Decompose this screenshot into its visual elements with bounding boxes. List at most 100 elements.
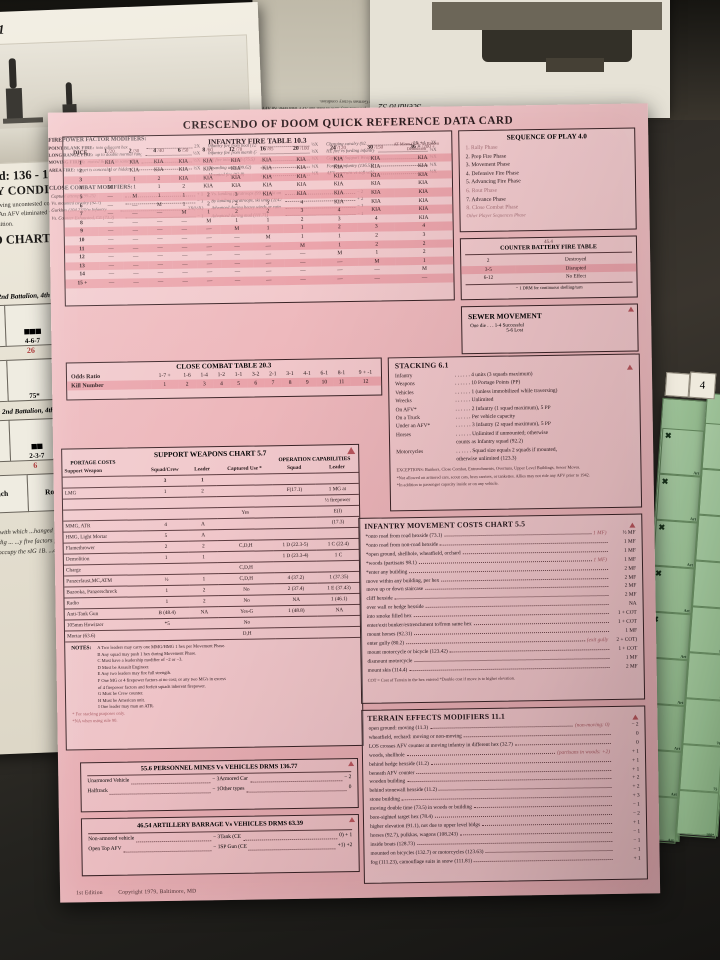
odds-cell: 3-2 [251,370,260,378]
column-header: Squad/Crew [141,464,188,476]
leader-cost: NA [189,606,219,619]
captured-use [217,495,274,508]
result-cell: — [206,226,212,233]
result-cell: — [337,276,343,283]
leader-capability [317,560,361,573]
squad-crew-cost: 2 [143,541,190,553]
counter-label: 76 [716,740,720,746]
stacking-rows: Infantry. . . . . . 4 units (3 squads ma… [389,369,640,465]
column-header: 16 /85 [260,146,274,153]
leader-cost [190,617,220,630]
result-cell: — [182,269,188,276]
leader-capability [318,626,362,639]
result-cell: — [157,261,164,268]
leader-capability: E(I) [316,505,360,518]
result-cell: — [157,244,163,251]
infantry-movement-costs-chart: INFANTRY MOVEMENT COSTS CHART 5.5 *onto … [358,513,646,704]
terrain-effects-modifiers: TERRAIN EFFECTS MODIFIERS 11.1 open grou… [361,705,648,884]
entry-note: (partisans in woods: +2) [557,748,610,756]
captured-use: Yes [217,506,274,519]
result-cell: — [132,253,139,260]
result-cell: — [107,202,114,209]
result-cell: M [107,185,113,192]
result-cell: — [108,271,115,278]
squad-capability: NA [274,594,318,606]
value-pair: Halftrack − 1 [87,784,220,796]
bunker-photo [432,0,662,102]
artillery-counter: 75 [679,744,720,793]
squad-capability [272,495,317,507]
plane-icon: ✖ [661,476,669,487]
counter-battery-grid: 2 Destroyed 3-5 Disrupted 6-12 No Effect [461,255,637,283]
leader-cost [188,507,218,520]
squad-capability: 2 (37.4) [274,583,318,595]
warning-triangle-icon [347,446,356,455]
result-cell: — [108,236,114,243]
artillery-barrage-rows: Non-armored vehicle − 3 Tank (CE 0) + 1 Open… [82,830,358,854]
squad-capability: 1 (48.8) [274,605,319,617]
squad-crew-cost: 1 [142,486,189,498]
entry-value: 1 + COT [617,609,637,617]
leader-cost: 2 [189,595,219,608]
entry-value: 0 [636,739,639,746]
leader-cost: 2 [188,485,218,498]
entry-value: + 1 [632,766,640,773]
leader-capability: 1 C [317,549,360,562]
odds-cell: 8-1 [337,369,346,376]
entry-note: 1 MF) [593,556,607,563]
result-cell: — [108,279,115,286]
entry-value: 2 + COT) [616,636,638,643]
leader-cost: A [188,529,218,542]
result-cell: KIA [202,157,213,164]
notes-label: NOTES: [71,645,92,652]
column-header: 24 /120 [330,145,347,152]
close-combat-grid: Odds Ratio 1-7 +1-6 1-4 1-2 1-1 3-2 2-1 3-1 4-1 6… [67,368,382,391]
column-header: 4 /40 [153,148,164,155]
kill-cell: 4 [220,380,223,387]
value-label: SP Gun (CE [220,843,247,851]
entry-text: over wall or hedge hexside [366,604,424,612]
value-pair: Open Top AFV − 1 [88,842,220,854]
entry-note: (exit gully [586,636,609,644]
result-cell: KIA [178,166,189,173]
squad-crew-cost: 1 [143,585,190,597]
result-cell: — [421,274,428,281]
leader-cost [188,496,218,509]
kill-cell: 1 [163,381,167,388]
artillery-counter: 100* [675,789,720,839]
result-cell: 1 [207,209,211,216]
kill-cell: 5 [237,380,241,387]
value-label: Other types [219,785,245,793]
result-cell: — [157,253,163,260]
leader-capability [316,527,360,540]
counter-battery-note: − 1 DRM for continuous shelling/turn [465,281,633,291]
odds-cell: 1-2 [217,371,226,378]
result-cell: M [206,217,212,225]
result-cell: 2 [157,175,161,182]
entry-text: mount horses (92.31) [367,631,413,638]
squad-capability [274,616,319,628]
warning-triangle-icon [627,306,635,312]
result-cell: — [206,260,213,268]
result-cell: — [300,276,306,283]
squad-capability [273,561,318,573]
squad-capability [273,528,317,540]
captured-use: C,D,H [218,561,275,574]
result-cell: — [181,235,188,242]
personnel-mines-box: 55.6 PERSONNEL MINES Vs VEHICLES DRMS 13… [80,757,359,813]
leader-capability: 1 (46.1) [317,593,361,606]
squad-crew-cost: *5 [144,618,191,630]
entry-value: 1 MF [625,654,638,661]
result-cell: — [107,219,114,226]
weapon-name: Mortar (63.6) [64,629,145,643]
artillery-counter: ✖ Art [655,473,702,523]
infantry-fire-table: INFANTRY FIRE TABLE 10.3 AT Mines (136.7… [62,130,455,307]
column-header [272,473,317,485]
column-header: 1 /20 [104,148,115,155]
scenario-32-sheet: Scenario 32 [370,0,670,118]
squad-crew-cost [143,563,190,575]
column-header: Leader [187,464,217,476]
support-weapons-chart: SUPPORT WEAPONS CHART 5.7 PORTAGE COSTS … [61,443,364,751]
artillery-counter: ✖ Art [659,427,705,477]
result-cell: KIA [203,183,214,190]
